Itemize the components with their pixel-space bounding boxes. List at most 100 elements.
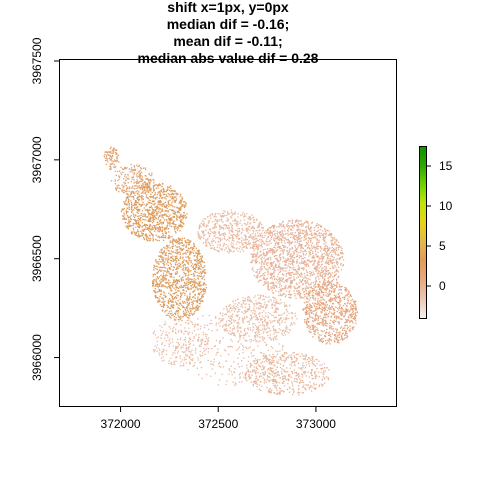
raster-cell: [313, 257, 315, 259]
raster-cell: [305, 237, 308, 240]
raster-cell: [264, 260, 267, 262]
raster-cell: [291, 248, 293, 250]
raster-cell: [286, 239, 288, 241]
raster-cell: [176, 273, 178, 275]
raster-cell: [194, 267, 196, 269]
raster-cell: [174, 241, 177, 243]
raster-cell: [330, 339, 332, 342]
raster-cell: [184, 263, 186, 265]
raster-cell: [299, 245, 301, 247]
raster-cell: [250, 253, 252, 255]
raster-cell: [267, 271, 269, 273]
raster-cell: [193, 250, 195, 252]
raster-cell: [286, 259, 289, 261]
raster-cell: [321, 338, 323, 341]
raster-cell: [116, 155, 118, 158]
raster-cell: [324, 230, 326, 233]
raster-cell: [232, 238, 234, 240]
raster-cell: [162, 227, 164, 229]
raster-cell: [305, 290, 307, 292]
raster-cell: [170, 285, 172, 287]
raster-cell: [221, 227, 223, 229]
raster-cell: [160, 256, 162, 259]
raster-cell: [292, 227, 294, 229]
raster-cell: [306, 304, 308, 307]
raster-cell: [143, 181, 145, 184]
raster-cell: [322, 277, 324, 279]
raster-cell: [343, 296, 345, 298]
raster-cell: [224, 223, 226, 226]
raster-cell: [313, 305, 316, 308]
raster-cell: [201, 230, 203, 232]
raster-cell: [198, 288, 200, 290]
raster-cell: [299, 238, 302, 240]
raster-cell: [125, 190, 127, 192]
raster-cell: [330, 240, 332, 242]
raster-cell: [136, 190, 139, 192]
raster-cell: [325, 324, 327, 326]
raster-cell: [186, 239, 188, 241]
raster-cell: [138, 235, 140, 238]
raster-cell: [272, 285, 274, 287]
raster-cell: [174, 213, 176, 216]
raster-cell: [338, 336, 340, 338]
raster-cell: [253, 309, 256, 311]
raster-cell: [241, 243, 243, 245]
raster-cell: [171, 222, 173, 225]
raster-cell: [252, 230, 254, 232]
raster-cell: [243, 216, 245, 218]
raster-cell: [222, 234, 224, 236]
raster-cell: [332, 249, 334, 251]
raster-cell: [347, 292, 349, 294]
raster-cell: [278, 256, 281, 258]
raster-cell: [258, 255, 260, 257]
raster-cell: [175, 283, 178, 285]
raster-cell: [339, 327, 342, 329]
raster-cell: [270, 236, 273, 238]
raster-cell: [175, 192, 178, 194]
raster-cell: [327, 339, 329, 341]
raster-cell: [159, 204, 161, 206]
raster-cell: [320, 299, 322, 301]
raster-cell: [185, 253, 187, 255]
raster-cell: [164, 285, 166, 287]
raster-cell: [191, 278, 193, 281]
raster-cell: [290, 255, 293, 258]
raster-cell: [338, 296, 341, 298]
raster-cell: [228, 309, 230, 311]
raster-cell: [248, 216, 250, 218]
raster-cell: [145, 219, 147, 221]
raster-cell: [145, 234, 147, 236]
raster-cell: [222, 227, 225, 229]
raster-cell: [185, 256, 187, 258]
raster-cell: [267, 270, 269, 272]
raster-cell: [214, 220, 216, 222]
raster-cell: [197, 234, 199, 237]
raster-cell: [340, 326, 343, 328]
raster-cell: [143, 224, 145, 227]
raster-cell: [131, 191, 133, 193]
raster-cell: [153, 290, 155, 292]
raster-cell: [271, 225, 273, 227]
raster-cell: [331, 234, 333, 236]
raster-cell: [317, 262, 319, 264]
raster-cell: [232, 234, 234, 236]
raster-cell: [178, 208, 180, 210]
raster-cell: [145, 168, 147, 171]
raster-cell: [159, 229, 162, 231]
raster-cell: [253, 228, 255, 230]
raster-cell: [335, 261, 338, 263]
raster-cell: [336, 261, 338, 263]
raster-cell: [159, 193, 161, 195]
raster-cell: [116, 187, 118, 190]
raster-cell: [124, 191, 126, 193]
raster-cell: [168, 250, 170, 252]
raster-cell: [308, 250, 310, 253]
raster-cell: [160, 236, 163, 238]
raster-cell: [164, 228, 167, 230]
raster-cell: [296, 229, 298, 231]
raster-cell: [292, 256, 294, 259]
raster-cell: [333, 308, 335, 310]
raster-cell: [232, 243, 234, 245]
raster-cell: [308, 247, 310, 249]
